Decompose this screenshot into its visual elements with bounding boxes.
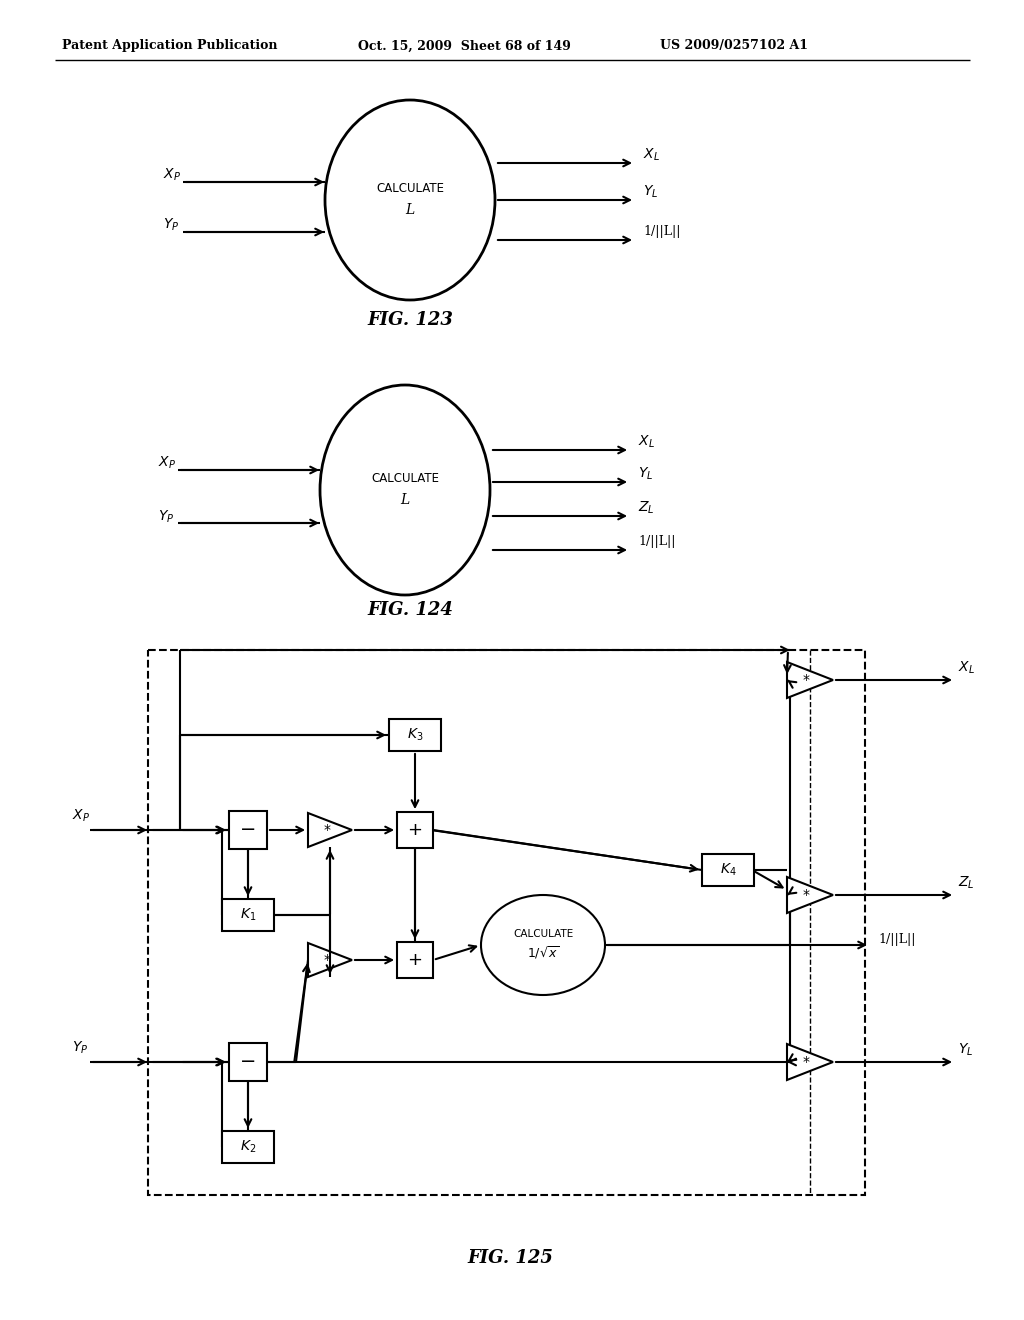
Text: $K_1$: $K_1$: [240, 907, 256, 923]
Polygon shape: [787, 1044, 833, 1080]
Ellipse shape: [481, 895, 605, 995]
Text: $Y_P$: $Y_P$: [163, 216, 179, 234]
Text: *: *: [803, 673, 810, 686]
Polygon shape: [308, 813, 352, 847]
Text: *: *: [803, 888, 810, 902]
Polygon shape: [787, 876, 833, 913]
Bar: [702, 854, 754, 886]
Text: FIG. 125: FIG. 125: [467, 1249, 553, 1267]
Text: −: −: [240, 821, 256, 840]
Text: 1/||L||: 1/||L||: [643, 226, 681, 239]
Text: CALCULATE: CALCULATE: [513, 929, 573, 939]
Text: FIG. 124: FIG. 124: [367, 601, 453, 619]
Polygon shape: [308, 942, 352, 977]
Text: $K_3$: $K_3$: [407, 727, 423, 743]
Bar: [229, 1043, 267, 1081]
Text: $Z_L$: $Z_L$: [958, 875, 975, 891]
Text: $Y_P$: $Y_P$: [158, 508, 174, 525]
Text: L: L: [400, 492, 410, 507]
Ellipse shape: [319, 385, 490, 595]
Bar: [397, 942, 433, 978]
Text: $1/\sqrt{x}$: $1/\sqrt{x}$: [526, 945, 559, 961]
Text: $Y_L$: $Y_L$: [638, 466, 653, 482]
Bar: [397, 812, 433, 847]
Text: Oct. 15, 2009  Sheet 68 of 149: Oct. 15, 2009 Sheet 68 of 149: [358, 40, 570, 53]
Ellipse shape: [325, 100, 495, 300]
Text: $Z_L$: $Z_L$: [638, 500, 654, 516]
Bar: [222, 1131, 274, 1163]
Text: $X_P$: $X_P$: [72, 808, 90, 824]
Text: −: −: [240, 1052, 256, 1072]
Text: $X_L$: $X_L$: [638, 434, 655, 450]
Text: $K_2$: $K_2$: [240, 1139, 256, 1155]
Text: +: +: [408, 950, 423, 969]
Bar: [148, 649, 865, 1195]
Text: $X_P$: $X_P$: [158, 455, 176, 471]
Text: $Y_L$: $Y_L$: [958, 1041, 974, 1059]
Text: $Y_L$: $Y_L$: [643, 183, 658, 201]
Text: 1/||L||: 1/||L||: [638, 536, 676, 549]
Text: US 2009/0257102 A1: US 2009/0257102 A1: [660, 40, 808, 53]
Text: $X_L$: $X_L$: [643, 147, 659, 164]
Text: $X_P$: $X_P$: [163, 166, 181, 183]
Text: *: *: [324, 953, 331, 968]
Text: $Y_P$: $Y_P$: [72, 1040, 88, 1056]
Text: FIG. 123: FIG. 123: [367, 312, 453, 329]
Bar: [389, 719, 441, 751]
Text: Patent Application Publication: Patent Application Publication: [62, 40, 278, 53]
Text: 1/||L||: 1/||L||: [878, 933, 915, 946]
Text: *: *: [324, 822, 331, 837]
Text: L: L: [406, 203, 415, 216]
Text: +: +: [408, 821, 423, 840]
Text: CALCULATE: CALCULATE: [371, 471, 439, 484]
Text: *: *: [803, 1055, 810, 1069]
Text: $X_L$: $X_L$: [958, 660, 975, 676]
Text: CALCULATE: CALCULATE: [376, 181, 444, 194]
Polygon shape: [787, 663, 833, 698]
Bar: [229, 810, 267, 849]
Text: $K_4$: $K_4$: [720, 862, 736, 878]
Bar: [222, 899, 274, 931]
